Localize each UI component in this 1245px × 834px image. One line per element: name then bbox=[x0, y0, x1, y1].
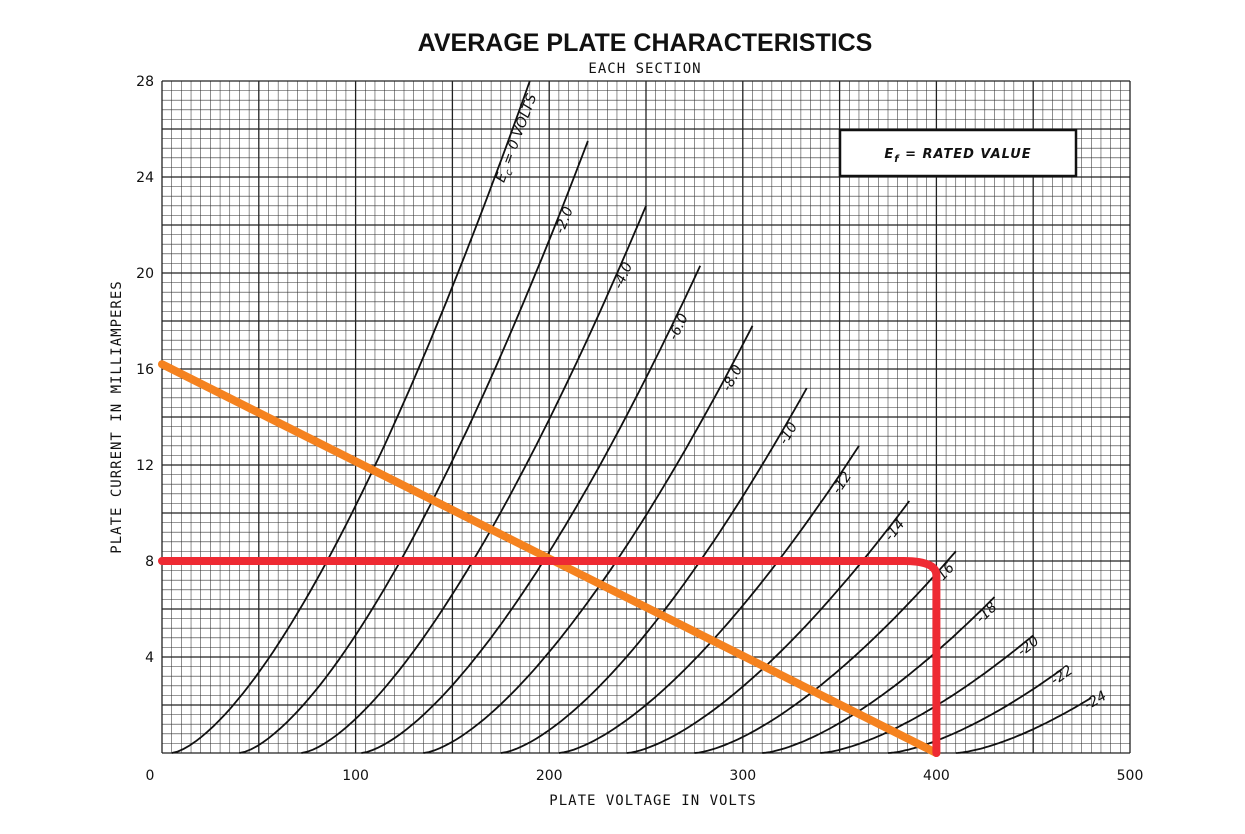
overlay-lines bbox=[158, 360, 941, 757]
bias-curve-label: -12 bbox=[829, 469, 855, 497]
bias-curve bbox=[694, 550, 957, 754]
grid-bias-curves bbox=[171, 80, 1092, 754]
bias-curve bbox=[955, 697, 1092, 754]
y-axis-ticks: 4 8 12 16 20 24 28 bbox=[136, 74, 154, 666]
bias-curve-label: -6.0 bbox=[666, 311, 692, 343]
x-tick-label: 400 bbox=[923, 768, 950, 784]
bias-curve bbox=[558, 445, 860, 754]
bias-curve bbox=[171, 80, 531, 754]
bias-curve-label: -18 bbox=[973, 599, 1001, 626]
bias-curve bbox=[361, 265, 702, 754]
note-symbol: E bbox=[884, 147, 894, 162]
bias-curve bbox=[239, 140, 589, 754]
y-tick-label: 16 bbox=[136, 362, 154, 378]
operating-point-line bbox=[158, 557, 941, 757]
y-tick-label: 4 bbox=[145, 650, 154, 666]
note-text: = RATED VALUE bbox=[900, 147, 1032, 162]
bias-curve bbox=[423, 325, 754, 754]
bias-curve bbox=[301, 205, 647, 754]
bias-curve-label: -10 bbox=[776, 420, 801, 448]
bias-curve-label: -20 bbox=[1014, 633, 1042, 660]
filament-note: Ef = RATED VALUE bbox=[884, 147, 1031, 165]
bias-curve-label: -14 bbox=[882, 516, 909, 544]
y-tick-label: 12 bbox=[136, 458, 154, 474]
x-tick-label: 0 bbox=[146, 768, 155, 784]
y-tick-label: 8 bbox=[145, 554, 154, 570]
bias-curve bbox=[762, 596, 996, 754]
filament-note-box: Ef = RATED VALUE bbox=[838, 128, 1078, 178]
bias-curve bbox=[820, 634, 1034, 754]
y-tick-label: 24 bbox=[136, 170, 154, 186]
x-tick-label: 500 bbox=[1117, 768, 1144, 784]
note-subscript: f bbox=[894, 154, 900, 165]
y-axis-label: PLATE CURRENT IN MILLIAMPERES bbox=[109, 280, 125, 553]
y-tick-label: 28 bbox=[136, 74, 154, 90]
chart-subtitle: EACH SECTION bbox=[588, 61, 701, 77]
bias-curve-label: -4.0 bbox=[611, 260, 637, 292]
x-axis-label: PLATE VOLTAGE IN VOLTS bbox=[549, 793, 756, 809]
x-tick-label: 100 bbox=[342, 768, 369, 784]
bias-curve bbox=[500, 387, 808, 754]
bias-curve-label: -2.0 bbox=[552, 205, 577, 236]
x-tick-label: 300 bbox=[729, 768, 756, 784]
x-tick-label: 200 bbox=[536, 768, 563, 784]
chart-title: AVERAGE PLATE CHARACTERISTICS bbox=[418, 29, 873, 57]
x-axis-ticks: 0 100 200 300 400 500 bbox=[146, 768, 1144, 784]
bias-curve-label: -24 bbox=[1082, 688, 1110, 713]
y-tick-label: 20 bbox=[136, 266, 154, 282]
